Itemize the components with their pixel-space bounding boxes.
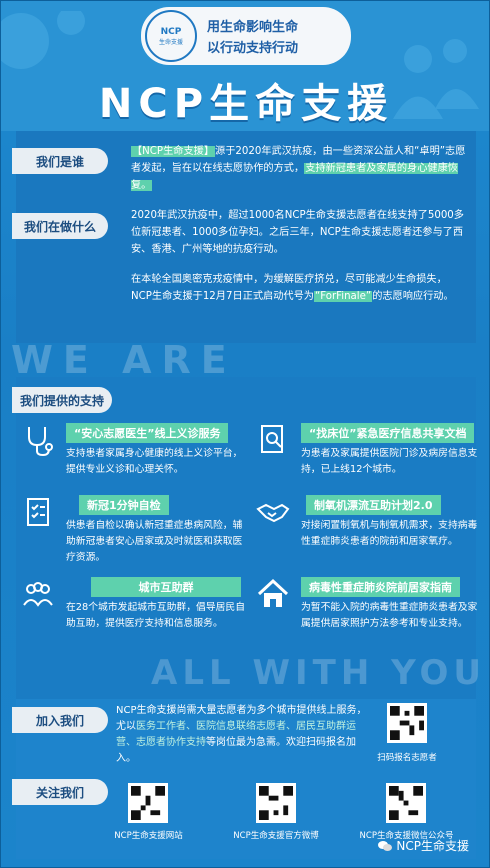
label-join-us: 加入我们 <box>12 707 108 733</box>
service-title: 制氧机漂流互助计划2.0 <box>306 495 441 515</box>
services-panel: 我们提供的支持 “安心志愿医生”线上义诊服务 支持患者家属身心健康的线上义诊平台… <box>12 377 477 699</box>
service-desc: 支持患者家属身心健康的线上义诊平台，提供专业义诊和心理关怀。 <box>66 448 243 475</box>
org-name-highlight: 【NCP生命支援】 <box>131 146 216 157</box>
logo-subtext: 生命支援 <box>158 38 183 46</box>
service-desc: 为患者及家属提供医院门诊及病房信息支持，已上线12个城市。 <box>301 448 478 475</box>
service-title: “找床位”紧急医疗信息共享文档 <box>301 423 475 443</box>
service-title: 新冠1分钟自检 <box>79 495 169 515</box>
home-icon <box>257 578 289 607</box>
wechat-qr-caption: NCP生命支援微信公众号 <box>359 831 454 841</box>
slogan-line-2: 以行动支持行动 <box>207 41 299 56</box>
label-who-we-are: 我们是谁 <box>12 148 108 174</box>
document-search-icon <box>261 425 283 453</box>
about-paragraph-1: 【NCP生命支援】源于2020年武汉抗疫，由一些资深公益人和“卓明”志愿者发起，… <box>131 143 466 194</box>
service-desc: 供患者自检以确认新冠重症患病风险，辅助新冠患者安心居家或及时就医和获取医疗资源。 <box>66 520 243 563</box>
about-paragraph-3: 在本轮全国奥密克戎疫情中，为缓解医疗挤兑，尽可能减少生命损失，NCP生命支援于1… <box>131 271 466 305</box>
all-with-you-watermark: ALL WITH YOU <box>151 653 487 693</box>
service-desc: 在28个城市发起城市互助群，倡导居民自助互助，提供医疗支持和信息服务。 <box>66 602 246 629</box>
slogan-line-1: 用生命影响生命 <box>207 20 299 35</box>
header-card: NCP 生命支援 用生命影响生命 以行动支持行动 <box>141 7 351 65</box>
logo-text: NCP <box>160 26 182 37</box>
qr-code-icon <box>389 786 423 820</box>
checklist-icon <box>27 498 49 526</box>
service-desc: 为暂不能入院的病毒性重症肺炎患者及家属提供居家照护方法参考和专业支持。 <box>301 602 478 629</box>
wechat-icon <box>378 840 393 851</box>
service-title: 城市互助群 <box>91 577 241 597</box>
label-what-we-do: 我们在做什么 <box>12 213 108 239</box>
weibo-qr-code[interactable] <box>256 783 296 823</box>
website-qr-caption: NCP生命支援网站 <box>114 831 183 841</box>
about-p3-text: 在本轮全国奥密克戎疫情中，为缓解医疗挤兑，尽可能减少生命损失，NCP生命支援于1… <box>131 274 447 302</box>
about-p3-text-end: 的志愿响应行动。 <box>372 291 454 302</box>
about-p1-text: 源于2020年武汉抗疫，由一些资深公益人和“卓明”志愿者发起，旨在以在线志愿协作… <box>131 146 466 174</box>
we-are-watermark: WE ARE <box>11 338 237 382</box>
label-services: 我们提供的支持 <box>12 387 112 413</box>
watermark-text: NCP生命支援 <box>396 839 469 853</box>
ncp-logo: NCP 生命支援 <box>145 10 197 62</box>
weibo-qr-caption: NCP生命支援官方微博 <box>233 831 319 841</box>
wechat-watermark: NCP生命支援 <box>378 837 469 854</box>
handshake-icon <box>256 503 290 523</box>
group-icon <box>23 582 53 607</box>
service-title: “安心志愿医生”线上义诊服务 <box>66 423 229 443</box>
website-qr-code[interactable] <box>128 783 168 823</box>
stethoscope-icon <box>28 427 53 457</box>
codename-highlight: “ForFinale” <box>313 291 373 302</box>
join-text-2: 等岗位最为急需。欢迎扫码报名加入。 <box>116 737 356 764</box>
service-desc: 对接闲置制氧机与制氧机需求，支持病毒性重症肺炎患者的院前和居家氧疗。 <box>301 520 478 547</box>
label-follow-us: 关注我们 <box>12 779 108 805</box>
join-roles-highlight: 医务工作者、医院信息联络志愿者、居民互助群运营、志愿者协作支持 <box>116 721 356 748</box>
join-text: NCP生命支援尚需大量志愿者为多个城市提供线上服务，尤以医务工作者、医院信息联络… <box>116 703 371 767</box>
service-title: 病毒性重症肺炎院前居家指南 <box>301 577 460 597</box>
join-follow-panel: 加入我们 NCP生命支援尚需大量志愿者为多个城市提供线上服务，尤以医务工作者、医… <box>12 699 476 859</box>
decorative-shapes-left <box>1 11 85 69</box>
volunteer-qr-code[interactable] <box>387 703 427 743</box>
qr-code-icon <box>259 786 293 820</box>
page-title: NCP生命支援 <box>98 81 394 127</box>
about-paragraph-2: 2020年武汉抗疫中，超过1000名NCP生命支援志愿者在线支持了5000多位新… <box>131 210 464 255</box>
wechat-qr-code[interactable] <box>386 783 426 823</box>
qr-code-icon <box>131 786 165 820</box>
people-silhouette-icon <box>393 39 479 119</box>
slogan: 用生命影响生命 以行动支持行动 <box>207 16 298 56</box>
join-text-1: NCP生命支援尚需大量志愿者为多个城市提供线上服务，尤以 <box>116 705 367 732</box>
qr-code-icon <box>390 706 424 740</box>
volunteer-qr-caption: 扫码报名志愿者 <box>377 753 437 763</box>
about-panel: 我们是谁 【NCP生命支援】源于2020年武汉抗疫，由一些资深公益人和“卓明”志… <box>12 131 476 343</box>
